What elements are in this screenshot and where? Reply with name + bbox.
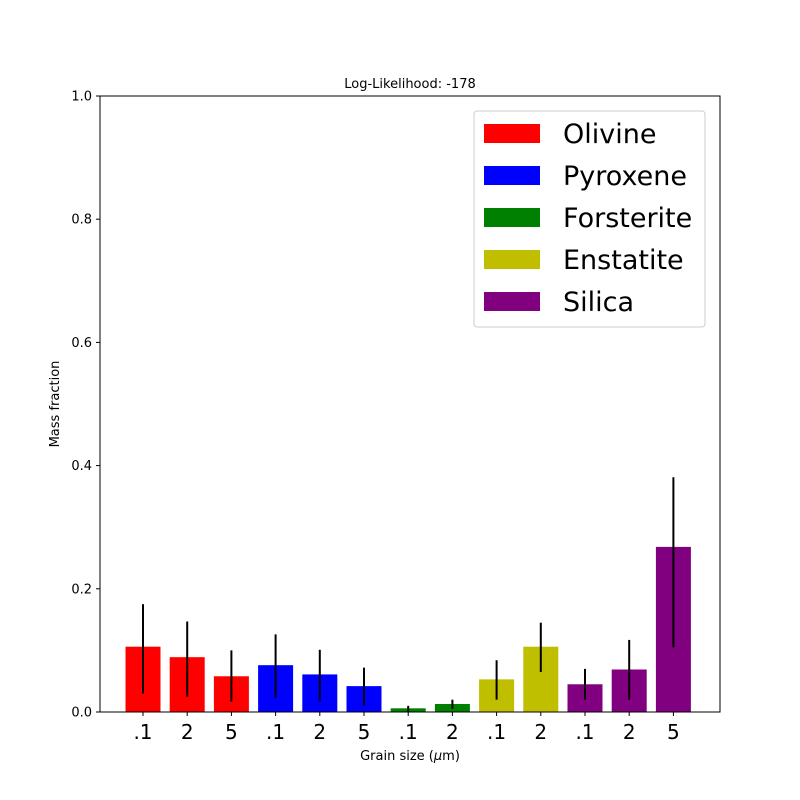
- x-axis: .1 2 5 .1 2 5 .1 2 .1 2 .1 2 5: [133, 712, 680, 744]
- y-axis-label: Mass fraction: [48, 361, 63, 448]
- x-axis-label: Grain size (μm): [360, 749, 460, 764]
- x-tick-label-1: .1: [133, 720, 152, 744]
- legend-label-forsterite: Forsterite: [563, 203, 692, 234]
- x-tick-label-13: 5: [667, 720, 680, 744]
- legend-swatch-pyroxene: [484, 166, 540, 185]
- x-tick-label-10: 2: [534, 720, 547, 744]
- x-tick-label-3: 5: [225, 720, 238, 744]
- legend-swatch-silica: [484, 292, 540, 311]
- legend-box: [473, 110, 706, 328]
- y-tick-label-1: 0.0: [71, 706, 92, 721]
- x-tick-label-11: .1: [575, 720, 594, 744]
- x-axis-label-unit: m): [442, 749, 460, 764]
- y-tick-label-4: 0.6: [71, 336, 92, 351]
- legend-label-silica: Silica: [563, 287, 634, 318]
- y-tick-label-2: 0.2: [71, 582, 92, 597]
- x-tick-label-4: .1: [266, 720, 285, 744]
- chart-title: Log-Likelihood: -178: [344, 77, 475, 92]
- legend-label-pyroxene: Pyroxene: [563, 161, 687, 192]
- x-tick-label-5: 2: [313, 720, 326, 744]
- x-tick-label-2: 2: [181, 720, 194, 744]
- legend-swatch-enstatite: [484, 250, 540, 269]
- x-tick-label-6: 5: [358, 720, 371, 744]
- x-tick-label-12: 2: [623, 720, 636, 744]
- bars-layer: [125, 546, 691, 712]
- y-tick-label-6: 1.0: [71, 90, 92, 105]
- x-tick-label-8: 2: [446, 720, 459, 744]
- legend-swatch-forsterite: [484, 208, 540, 227]
- x-tick-label-7: .1: [399, 720, 418, 744]
- y-tick-label-3: 0.4: [71, 459, 92, 474]
- legend-label-olivine: Olivine: [563, 119, 656, 150]
- error-bars-layer: [142, 477, 675, 712]
- y-axis: 0.0 0.2 0.4 0.6 0.8 1.0: [71, 90, 100, 721]
- x-tick-label-9: .1: [487, 720, 506, 744]
- legend-swatch-olivine: [484, 124, 540, 143]
- x-axis-label-mu: μ: [433, 749, 442, 764]
- plot-frame: [99, 95, 721, 713]
- x-axis-label-main: Grain size (: [360, 749, 434, 764]
- legend: Olivine Pyroxene Forsterite Enstatite Silica: [473, 110, 706, 328]
- legend-label-enstatite: Enstatite: [563, 245, 684, 276]
- y-tick-label-5: 0.8: [71, 213, 92, 228]
